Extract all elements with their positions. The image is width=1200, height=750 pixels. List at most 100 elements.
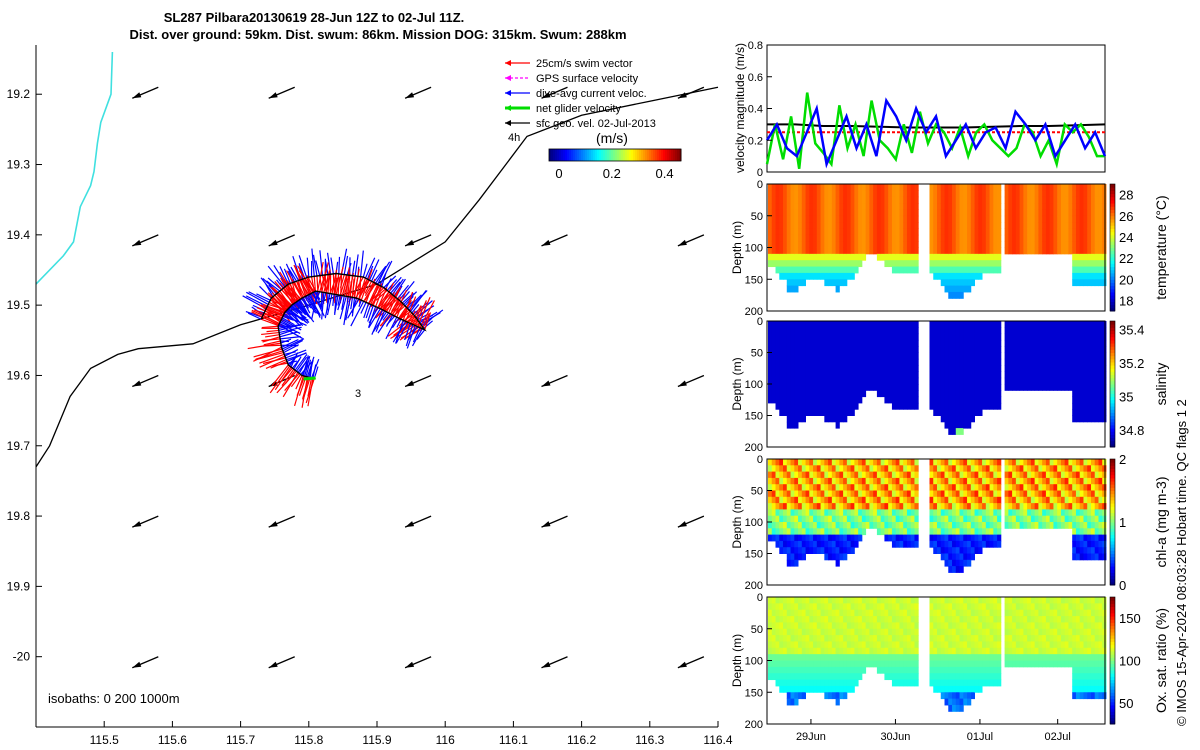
section-cell xyxy=(1004,203,1009,210)
section-cell xyxy=(824,209,829,217)
section-cell xyxy=(813,203,818,210)
section-cell xyxy=(876,616,882,623)
section-cell xyxy=(790,471,795,479)
section-colorbar-cell xyxy=(1110,266,1115,271)
section-cell xyxy=(824,184,829,191)
section-cell xyxy=(846,253,852,261)
colorbar-cell xyxy=(625,149,628,161)
section-cell xyxy=(944,477,949,485)
section-colorbar-frame xyxy=(1109,320,1116,448)
section-cell xyxy=(801,184,806,191)
swim-vector xyxy=(372,283,383,306)
section-cell xyxy=(1098,465,1103,473)
section-cell xyxy=(948,253,953,261)
section-cell xyxy=(1102,253,1107,261)
section-cell xyxy=(1068,465,1073,473)
section-cell xyxy=(1090,260,1096,268)
section-cell xyxy=(1060,371,1066,379)
section-cell xyxy=(1027,484,1032,491)
section-cell xyxy=(798,215,803,223)
section-cell xyxy=(783,390,788,398)
section-cell xyxy=(1068,477,1073,485)
section-cell xyxy=(910,184,915,191)
section-cell xyxy=(993,241,998,248)
section-cell xyxy=(1098,509,1103,517)
swim-vector xyxy=(278,295,290,309)
section-cell xyxy=(974,190,979,198)
section-cell xyxy=(910,352,915,360)
section-cell xyxy=(1079,528,1084,536)
section-cell xyxy=(933,352,938,360)
section-cell xyxy=(1027,377,1032,385)
section-cell xyxy=(850,203,855,210)
current-vector xyxy=(358,300,362,307)
section-cell xyxy=(843,358,848,366)
current-vector xyxy=(306,294,317,310)
section-cell xyxy=(1004,477,1009,485)
section-cell xyxy=(805,477,810,485)
section-cell xyxy=(771,390,776,398)
section-cell xyxy=(786,559,791,567)
net-glider-velocity xyxy=(303,376,316,381)
section-y-tick-label: 0 xyxy=(757,179,763,191)
section-cell xyxy=(1053,247,1058,255)
section-cell xyxy=(985,515,991,523)
section-cell xyxy=(1008,503,1013,510)
section-cell xyxy=(914,222,919,229)
swim-vector xyxy=(302,377,310,400)
section-cell xyxy=(1075,415,1081,423)
section-cell xyxy=(843,628,848,636)
section-cell xyxy=(873,222,878,229)
section-cell xyxy=(955,477,960,485)
section-cell xyxy=(798,365,803,372)
section-cell xyxy=(790,553,795,561)
section-cell xyxy=(873,346,878,353)
section-cell xyxy=(846,209,852,217)
section-cell xyxy=(1060,465,1066,473)
section-cell xyxy=(880,215,885,223)
section-cell xyxy=(828,247,833,255)
section-cell xyxy=(937,241,942,248)
section-colorbar-cell xyxy=(1110,190,1115,195)
section-cell xyxy=(978,377,983,385)
section-cell xyxy=(843,654,848,661)
section-cell xyxy=(783,358,788,366)
section-cell xyxy=(783,528,788,536)
section-cell xyxy=(1087,333,1092,341)
section-cell xyxy=(974,496,979,504)
section-cell xyxy=(854,190,859,198)
section-cell xyxy=(955,253,960,261)
section-cell xyxy=(1008,496,1013,504)
section-cell xyxy=(906,390,912,398)
section-cell xyxy=(1023,190,1028,198)
section-cell xyxy=(1087,522,1092,529)
section-cell xyxy=(805,321,810,328)
section-cell xyxy=(768,228,773,236)
section-cell xyxy=(1083,279,1088,287)
section-cell xyxy=(828,609,833,617)
section-cell xyxy=(809,679,814,687)
section-cell xyxy=(910,459,915,466)
section-colorbar-cell xyxy=(1110,193,1115,198)
section-cell xyxy=(933,490,938,498)
section-cell xyxy=(798,402,803,410)
section-cell xyxy=(1053,215,1058,223)
section-cell xyxy=(940,522,945,529)
section-cell xyxy=(779,253,784,261)
section-cell xyxy=(1023,203,1028,210)
section-cell xyxy=(929,222,934,229)
section-cell xyxy=(824,272,829,280)
section-cell xyxy=(1075,377,1081,385)
section-colorbar-cell xyxy=(1110,481,1115,485)
section-cell xyxy=(963,409,968,416)
section-colorbar-cell xyxy=(1110,384,1115,388)
section-cell xyxy=(865,228,870,236)
section-cell xyxy=(805,609,810,617)
section-cell xyxy=(948,339,953,347)
section-cell xyxy=(1019,515,1024,523)
section-cell xyxy=(850,635,855,642)
section-cell xyxy=(906,540,912,548)
section-cell xyxy=(906,203,912,210)
section-cell xyxy=(779,540,784,548)
section-cell xyxy=(824,215,829,223)
